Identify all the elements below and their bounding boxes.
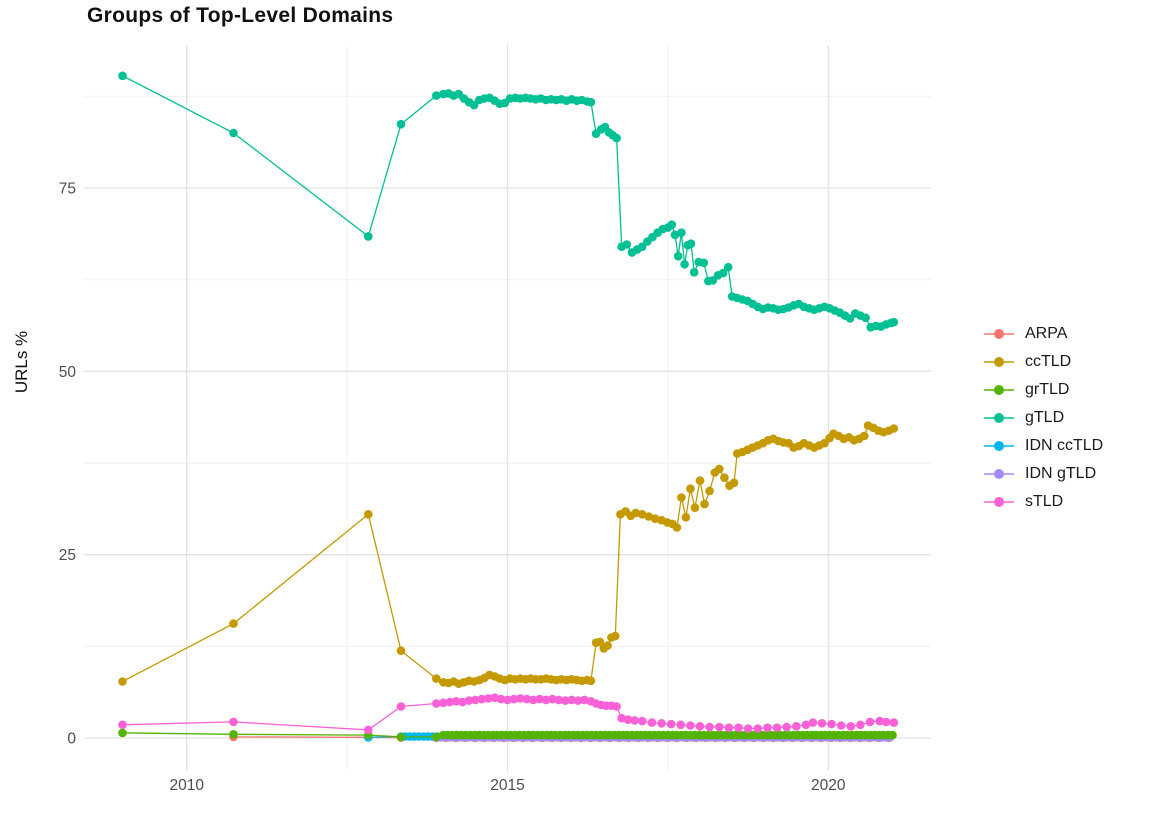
- legend-label: gTLD: [1025, 409, 1065, 426]
- series-stld: [118, 693, 899, 735]
- legend-label: grTLD: [1025, 381, 1070, 398]
- series-grtld: [118, 728, 897, 742]
- legend-item-idn-cctld: IDN ccTLD: [983, 432, 1103, 460]
- legend-item-arpa: ARPA: [983, 320, 1103, 348]
- legend-key-icon: [984, 441, 1014, 451]
- series-cctld: [118, 421, 899, 688]
- y-tick-label: 0: [67, 731, 76, 748]
- y-axis-title: URLs %: [12, 330, 31, 394]
- legend-item-grtld: grTLD: [983, 376, 1103, 404]
- x-tick-label: 2020: [811, 777, 846, 794]
- chart-title: Groups of Top-Level Domains: [87, 4, 394, 27]
- legend-label: ARPA: [1025, 325, 1068, 342]
- legend-key-icon: [984, 357, 1014, 367]
- legend-key-icon: [984, 469, 1014, 479]
- gridlines: [84, 45, 931, 771]
- y-tick-label: 25: [59, 547, 76, 564]
- legend-item-idn-gtld: IDN gTLD: [983, 460, 1103, 488]
- y-tick-label: 50: [59, 364, 77, 381]
- legend-item-gtld: gTLD: [983, 404, 1103, 432]
- legend-item-cctld: ccTLD: [983, 348, 1103, 376]
- legend-key-icon: [984, 497, 1014, 507]
- legend-label: IDN ccTLD: [1025, 437, 1104, 454]
- y-tick-label: 75: [59, 181, 76, 198]
- legend-key-icon: [984, 413, 1014, 423]
- x-tick-label: 2015: [490, 777, 524, 794]
- series-gtld: [118, 71, 899, 332]
- legend-label: ccTLD: [1025, 353, 1072, 370]
- legend: ARPA ccTLD grTLD gTLD IDN ccTLD IDN gTLD sTLD: [983, 320, 1103, 516]
- legend-item-stld: sTLD: [983, 488, 1103, 516]
- legend-label: IDN gTLD: [1025, 465, 1097, 482]
- axis-tick-labels: 2010 2015 2020 0 25 50 75: [59, 181, 846, 795]
- legend-key-icon: [984, 329, 1014, 339]
- legend-label: sTLD: [1025, 493, 1064, 510]
- x-tick-label: 2010: [169, 777, 204, 794]
- legend-key-icon: [984, 385, 1014, 395]
